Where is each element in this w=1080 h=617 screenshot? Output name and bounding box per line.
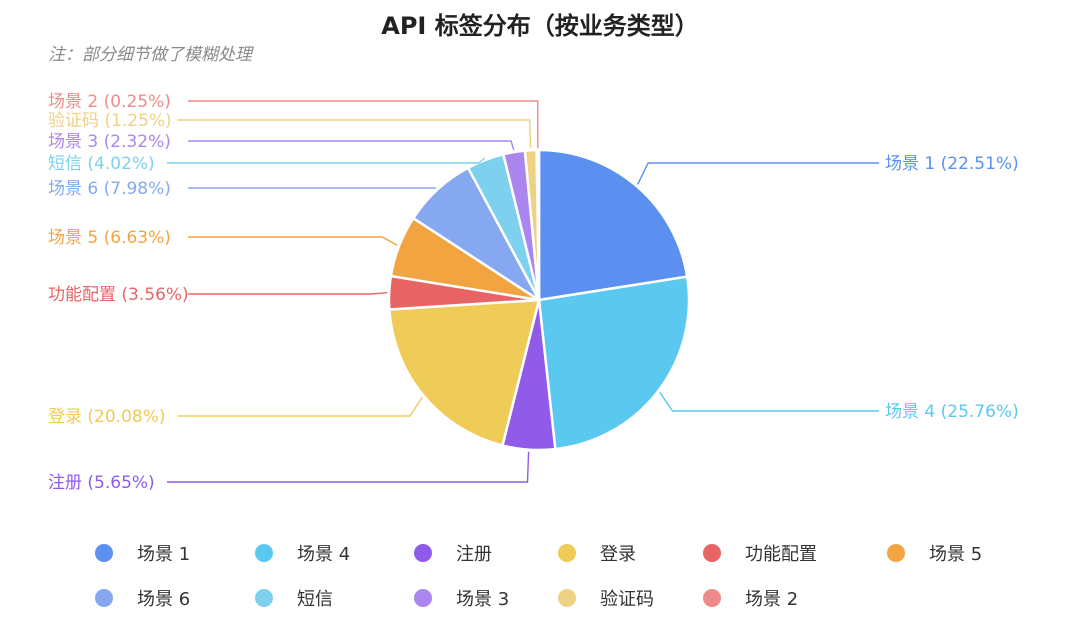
legend-swatch <box>414 589 432 607</box>
pie-slice[interactable] <box>537 148 689 302</box>
legend-swatch <box>558 544 576 562</box>
leader-line <box>177 119 532 149</box>
chart-title: API 标签分布（按业务类型） <box>381 12 699 40</box>
pie-slice[interactable] <box>388 298 541 447</box>
legend-item[interactable]: 验证码 <box>558 586 654 610</box>
legend-label: 验证码 <box>600 589 654 610</box>
legend-item[interactable]: 短信 <box>255 586 333 610</box>
legend-swatch <box>887 544 905 562</box>
slice-label: 注册 (5.65%) <box>48 473 155 493</box>
slice-label: 场景 5 (6.63%) <box>48 228 171 248</box>
leader-line <box>188 100 539 149</box>
leader-line <box>167 157 486 164</box>
legend-swatch <box>558 589 576 607</box>
legend-item[interactable]: 场景 5 <box>887 541 982 565</box>
legend-label: 登录 <box>600 544 636 565</box>
pie-slice[interactable] <box>535 148 541 302</box>
legend-item[interactable]: 登录 <box>558 541 636 565</box>
slice-label: 短信 (4.02%) <box>48 154 155 174</box>
legend-label: 场景 3 <box>456 589 510 610</box>
legend-item[interactable]: 场景 6 <box>95 586 190 610</box>
slice-label: 验证码 (1.25%) <box>48 111 172 131</box>
legend-label: 场景 2 <box>745 589 799 610</box>
legend-item[interactable]: 场景 1 <box>95 541 190 565</box>
legend-item[interactable]: 场景 3 <box>414 586 509 610</box>
legend-swatch <box>95 544 113 562</box>
leader-line <box>167 451 530 483</box>
legend-swatch <box>414 544 432 562</box>
legend-item[interactable]: 功能配置 <box>703 541 817 565</box>
slice-label: 功能配置 (3.56%) <box>48 285 189 305</box>
legend-swatch <box>255 544 273 562</box>
chart-note: 注：部分细节做了模糊处理 <box>48 45 252 65</box>
pie-slice[interactable] <box>537 275 691 451</box>
leader-line <box>188 140 515 151</box>
legend-swatch <box>255 589 273 607</box>
leader-line <box>188 236 398 246</box>
slice-label: 场景 2 (0.25%) <box>48 92 171 112</box>
legend-label: 场景 6 <box>137 589 191 610</box>
slice-label: 场景 4 (25.76%) <box>885 402 1019 422</box>
legend-swatch <box>703 589 721 607</box>
leader-line <box>177 396 423 417</box>
slice-label: 场景 6 (7.98%) <box>48 179 171 199</box>
legend-label: 场景 1 <box>137 544 191 565</box>
leader-line <box>659 391 879 412</box>
legend-swatch <box>95 589 113 607</box>
slice-label: 场景 3 (2.32%) <box>48 132 171 152</box>
legend-item[interactable]: 场景 4 <box>255 541 350 565</box>
legend-label: 短信 <box>297 589 333 610</box>
legend-label: 场景 5 <box>929 544 983 565</box>
legend-label: 功能配置 <box>745 544 817 565</box>
legend-swatch <box>703 544 721 562</box>
legend-item[interactable]: 场景 2 <box>703 586 798 610</box>
slice-label: 登录 (20.08%) <box>48 407 166 427</box>
leader-line <box>637 162 879 185</box>
legend-item[interactable]: 注册 <box>414 541 492 565</box>
legend-label: 注册 <box>456 544 492 565</box>
slice-label: 场景 1 (22.51%) <box>885 154 1019 174</box>
legend-label: 场景 4 <box>297 544 351 565</box>
leader-line <box>188 291 388 295</box>
